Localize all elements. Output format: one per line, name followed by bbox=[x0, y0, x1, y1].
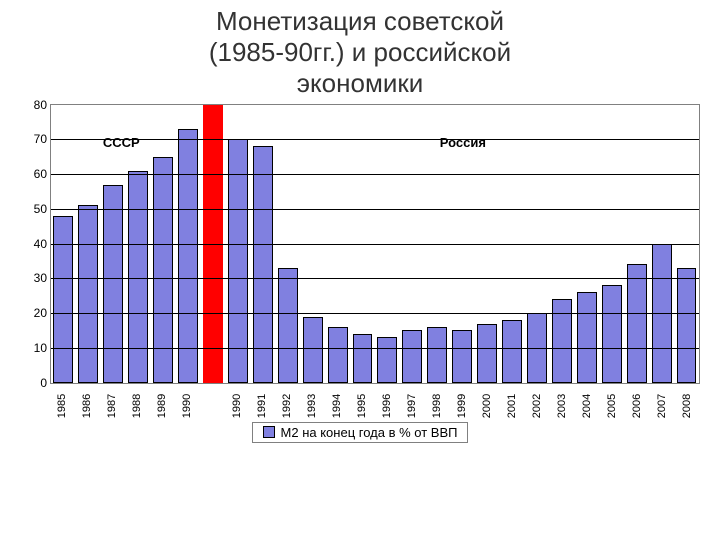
x-tick-label: 1990 bbox=[231, 393, 243, 417]
gridline bbox=[51, 278, 699, 279]
bar bbox=[128, 171, 148, 383]
x-label-slot: 2007 bbox=[650, 386, 675, 412]
bar bbox=[303, 317, 323, 383]
x-label-slot: 1999 bbox=[450, 386, 475, 412]
bar bbox=[178, 129, 198, 383]
x-label-slot: 2006 bbox=[625, 386, 650, 412]
legend-text: М2 на конец года в % от ВВП bbox=[281, 425, 458, 440]
x-tick-label: 2002 bbox=[531, 393, 543, 417]
y-tick-label: 60 bbox=[34, 167, 51, 181]
x-label-slot: 1998 bbox=[425, 386, 450, 412]
bar bbox=[402, 330, 422, 382]
x-label-slot: 1996 bbox=[375, 386, 400, 412]
x-tick-label: 1993 bbox=[306, 393, 318, 417]
y-tick-label: 80 bbox=[34, 98, 51, 112]
gridline bbox=[51, 348, 699, 349]
x-tick-label: 1994 bbox=[331, 393, 343, 417]
x-tick-label: 2006 bbox=[631, 393, 643, 417]
gridline bbox=[51, 209, 699, 210]
x-tick-label: 1986 bbox=[81, 393, 93, 417]
x-label-slot: 1988 bbox=[125, 386, 150, 412]
x-label-slot: 1991 bbox=[250, 386, 275, 412]
x-tick-label: 1995 bbox=[356, 393, 368, 417]
y-tick-label: 20 bbox=[34, 306, 51, 320]
x-label-slot: 1994 bbox=[325, 386, 350, 412]
y-tick-label: 10 bbox=[34, 341, 51, 355]
bar bbox=[53, 216, 73, 383]
x-label-slot: 2001 bbox=[500, 386, 525, 412]
x-tick-label: 2004 bbox=[581, 393, 593, 417]
gridline bbox=[51, 139, 699, 140]
bar bbox=[103, 185, 123, 383]
region-label: Россия bbox=[440, 135, 486, 150]
x-tick-label: 2005 bbox=[606, 393, 618, 417]
bar bbox=[677, 268, 697, 383]
x-tick-label: 1996 bbox=[381, 393, 393, 417]
gridline bbox=[51, 174, 699, 175]
x-label-slot: 2005 bbox=[600, 386, 625, 412]
title-line: экономики bbox=[20, 68, 700, 99]
x-tick-label: 2008 bbox=[681, 393, 693, 417]
bar bbox=[427, 327, 447, 383]
bar bbox=[228, 139, 248, 382]
bar bbox=[552, 299, 572, 382]
x-label-slot: 2008 bbox=[675, 386, 700, 412]
y-tick-label: 70 bbox=[34, 132, 51, 146]
bar bbox=[353, 334, 373, 383]
bar bbox=[278, 268, 298, 383]
x-axis-labels: 1985198619871988198919901990199119921993… bbox=[50, 386, 700, 412]
x-label-slot: 1992 bbox=[275, 386, 300, 412]
x-label-slot: 1995 bbox=[350, 386, 375, 412]
bar bbox=[452, 330, 472, 382]
bar bbox=[377, 337, 397, 382]
y-tick-label: 40 bbox=[34, 237, 51, 251]
x-tick-label: 1988 bbox=[131, 393, 143, 417]
x-tick-label: 2003 bbox=[556, 393, 568, 417]
x-label-slot: 1987 bbox=[100, 386, 125, 412]
x-label-slot: 2003 bbox=[550, 386, 575, 412]
bar bbox=[477, 324, 497, 383]
x-label-slot: 1989 bbox=[150, 386, 175, 412]
chart-title: Монетизация советской(1985-90гг.) и росс… bbox=[0, 0, 720, 100]
gridline bbox=[51, 313, 699, 314]
bar bbox=[577, 292, 597, 382]
x-tick-label: 2000 bbox=[481, 393, 493, 417]
x-tick-label: 1985 bbox=[56, 393, 68, 417]
bar bbox=[328, 327, 348, 383]
x-tick-label: 1992 bbox=[281, 393, 293, 417]
title-line: Монетизация советской bbox=[20, 6, 700, 37]
x-tick-label: 1997 bbox=[406, 393, 418, 417]
x-label-slot: 1986 bbox=[75, 386, 100, 412]
x-label-slot: 2004 bbox=[575, 386, 600, 412]
legend: М2 на конец года в % от ВВП bbox=[20, 422, 700, 443]
chart-container: 01020304050607080СССРРоссия 198519861987… bbox=[50, 104, 700, 412]
x-tick-label: 2007 bbox=[656, 393, 668, 417]
region-label: СССР bbox=[103, 135, 140, 150]
legend-box: М2 на конец года в % от ВВП bbox=[252, 422, 469, 443]
plot-area: 01020304050607080СССРРоссия bbox=[50, 104, 700, 384]
legend-swatch bbox=[263, 426, 275, 438]
y-tick-label: 50 bbox=[34, 202, 51, 216]
x-tick-label: 2001 bbox=[506, 393, 518, 417]
x-tick-label: 1991 bbox=[256, 393, 268, 417]
x-label-slot: 1993 bbox=[300, 386, 325, 412]
x-label-slot: 1990 bbox=[175, 386, 200, 412]
x-tick-label: 1999 bbox=[456, 393, 468, 417]
bar bbox=[602, 285, 622, 382]
x-label-slot: 1990 bbox=[225, 386, 250, 412]
gridline bbox=[51, 244, 699, 245]
x-tick-label: 1989 bbox=[156, 393, 168, 417]
x-label-slot: 1985 bbox=[50, 386, 75, 412]
bar bbox=[502, 320, 522, 383]
title-line: (1985-90гг.) и российской bbox=[20, 37, 700, 68]
y-tick-label: 30 bbox=[34, 271, 51, 285]
x-tick-label: 1990 bbox=[181, 393, 193, 417]
bar bbox=[627, 264, 647, 382]
bar bbox=[78, 205, 98, 382]
x-label-slot: 2000 bbox=[475, 386, 500, 412]
x-tick-label: 1998 bbox=[431, 393, 443, 417]
x-label-slot: 2002 bbox=[525, 386, 550, 412]
x-label-slot: 1997 bbox=[400, 386, 425, 412]
x-tick-label: 1987 bbox=[106, 393, 118, 417]
